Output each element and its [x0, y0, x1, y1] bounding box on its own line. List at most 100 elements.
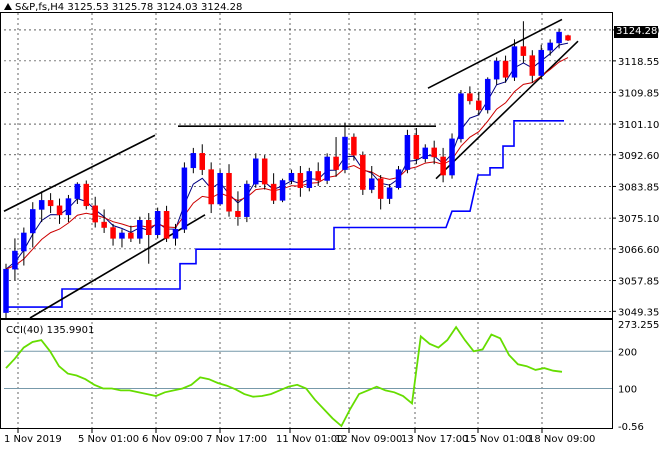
time-axis-label: 1 Nov 2019	[4, 434, 62, 445]
candle-body	[92, 205, 98, 223]
price-axis-label: 3083.85	[618, 182, 659, 193]
candle-body	[145, 220, 152, 236]
price-axis-label: 3101.10	[618, 120, 659, 131]
candle-body	[342, 136, 348, 170]
price-axis-label: 3109.85	[618, 88, 659, 99]
time-axis-label: 7 Nov 17:00	[206, 434, 267, 445]
current-price-tag: 3124.28	[614, 26, 658, 38]
candle-body	[404, 134, 411, 170]
candle-body	[12, 250, 18, 270]
candle-body	[181, 167, 188, 230]
cci-indicator	[4, 325, 612, 428]
candle-body	[47, 200, 54, 207]
candle-body	[288, 172, 295, 181]
indicator-name: CCI(40)	[6, 325, 44, 336]
cci-axis-label: -0.56	[618, 422, 644, 433]
candle-body	[217, 172, 223, 205]
candle-body	[119, 232, 125, 239]
close-value: 3124.28	[200, 2, 243, 13]
candle-body	[172, 229, 179, 239]
candle-body	[235, 210, 241, 217]
candle-body	[368, 178, 375, 190]
time-axis-label: 18 Nov 09:00	[528, 434, 595, 445]
candle-body	[270, 183, 277, 201]
cci-axis-label: 100	[618, 385, 637, 396]
candle-body	[449, 138, 455, 176]
candle-body	[413, 134, 420, 160]
candle-body	[128, 232, 134, 239]
candle-body	[476, 100, 482, 111]
open-value: 3125.53	[67, 2, 109, 13]
candle-body	[324, 156, 330, 181]
candle-body	[315, 171, 321, 181]
candle-body	[377, 178, 384, 199]
time-axis-label: 13 Nov 17:00	[401, 434, 468, 445]
candle-body	[154, 210, 161, 236]
candle-body	[253, 158, 259, 185]
candle-body	[137, 220, 143, 239]
cci-axis-label: 273.2559	[618, 320, 660, 331]
candlesticks	[3, 21, 571, 318]
candle-body	[279, 180, 286, 201]
cci-axis-label: 200	[618, 347, 637, 358]
candle-body	[502, 60, 509, 78]
candle-body	[333, 156, 339, 170]
slow-ma-line	[5, 57, 569, 270]
candle-body	[226, 172, 232, 212]
cci-plot-frame	[0, 319, 613, 429]
candle-body	[21, 232, 27, 252]
candle-body	[30, 209, 36, 234]
cci-line	[5, 325, 563, 428]
low-value: 3124.03	[156, 2, 198, 13]
candle-body	[297, 172, 304, 188]
candle-body	[199, 153, 206, 170]
candle-body	[440, 156, 446, 176]
candle-body	[360, 154, 366, 190]
trendline	[427, 18, 563, 89]
time-axis-label: 15 Nov 01:00	[464, 434, 531, 445]
candle-body	[484, 78, 491, 111]
time-axis-label: 6 Nov 09:00	[142, 434, 203, 445]
time-axis-label: 5 Nov 01:00	[78, 434, 139, 445]
candle-body	[538, 49, 544, 76]
price-axis-label: 3075.10	[618, 214, 659, 225]
candle-body	[386, 187, 393, 199]
candle-body	[56, 205, 63, 216]
chart-frames	[0, 12, 613, 429]
candle-body	[511, 46, 518, 78]
main-plot-frame	[0, 12, 613, 319]
candle-body	[65, 198, 72, 216]
candle-body	[556, 31, 562, 44]
trendline	[3, 134, 156, 212]
candle-body	[110, 227, 116, 239]
candle-body	[261, 158, 268, 185]
time-axis-label: 11 Nov 01:00	[276, 434, 343, 445]
candle-body	[547, 42, 553, 51]
candle-body	[351, 136, 357, 156]
price-axis-label: 3092.60	[618, 151, 659, 162]
chart-grid	[4, 13, 612, 428]
symbol-label: S&P,fs,H4	[15, 2, 65, 13]
candle-body	[163, 210, 170, 239]
candle-body	[306, 171, 313, 188]
candle-body	[493, 60, 500, 80]
candle-body	[458, 93, 464, 140]
candle-body	[3, 268, 9, 313]
price-axis-label: 3118.55	[618, 57, 659, 68]
candle-body	[467, 93, 473, 102]
candle-body	[395, 169, 402, 188]
candle-body	[431, 147, 437, 158]
high-value: 3125.78	[111, 2, 154, 13]
indicator-header: CCI(40) 135.9901	[6, 325, 94, 337]
candle-body	[244, 183, 250, 217]
candle-body	[101, 221, 107, 228]
candle-body	[520, 46, 527, 56]
candle-body	[74, 183, 81, 199]
trailing-stop-line	[6, 120, 564, 308]
candle-body	[38, 200, 45, 210]
candle-body	[565, 35, 571, 41]
fast-ma-line	[5, 42, 569, 270]
trendline	[435, 40, 579, 180]
